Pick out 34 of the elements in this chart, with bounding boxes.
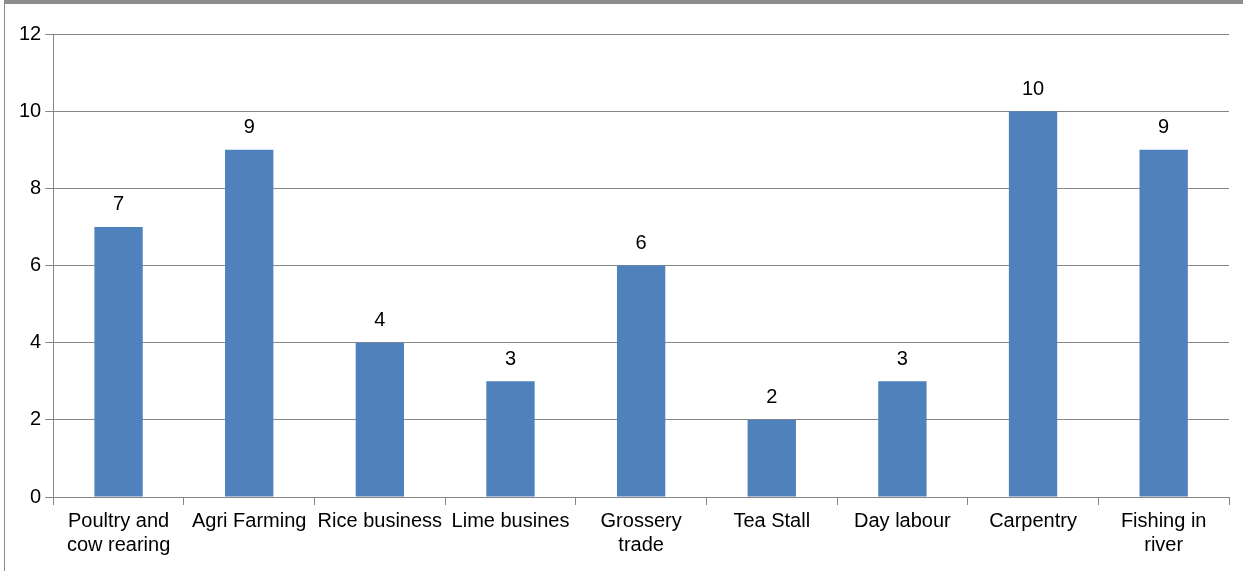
- bar: [94, 226, 143, 497]
- x-tick-label: Fishing in river: [1120, 508, 1207, 555]
- data-label: 9: [243, 115, 255, 138]
- x-tick-label: Rice business: [317, 508, 443, 531]
- data-label: 6: [635, 231, 647, 254]
- bar: [355, 342, 405, 497]
- x-tick-label: Carpentry: [989, 508, 1077, 531]
- x-tick-label: Day labour: [854, 508, 952, 531]
- x-tick-label: Tea Stall: [733, 508, 811, 531]
- data-label: 10: [1021, 76, 1045, 99]
- y-tick-label: 2: [30, 407, 42, 430]
- bar: [616, 265, 666, 497]
- bar: [747, 419, 796, 497]
- y-tick-label: 4: [30, 330, 42, 353]
- data-label: 7: [113, 192, 125, 215]
- y-tick-label: 6: [30, 253, 42, 276]
- y-tick-label: 12: [19, 21, 42, 44]
- data-label: 3: [896, 346, 908, 369]
- y-tick-label: 8: [30, 175, 42, 198]
- bar: [486, 381, 535, 497]
- data-label: 4: [374, 308, 386, 331]
- data-label: 3: [504, 346, 517, 369]
- x-tick-label: Poultry and cow rearing: [66, 508, 171, 555]
- data-label: 9: [1158, 115, 1170, 138]
- x-tick-label: Grossery trade: [600, 508, 682, 555]
- bar: [1008, 111, 1058, 497]
- y-tick-label: 0: [30, 484, 42, 507]
- bar: [1139, 149, 1188, 497]
- bar: [225, 149, 274, 497]
- data-label: 2: [766, 385, 778, 408]
- bar: [878, 381, 927, 497]
- x-tick-label: Agri Farming: [191, 508, 307, 531]
- y-tick-label: 10: [19, 98, 42, 121]
- x-tick-label: Lime busines: [451, 508, 570, 531]
